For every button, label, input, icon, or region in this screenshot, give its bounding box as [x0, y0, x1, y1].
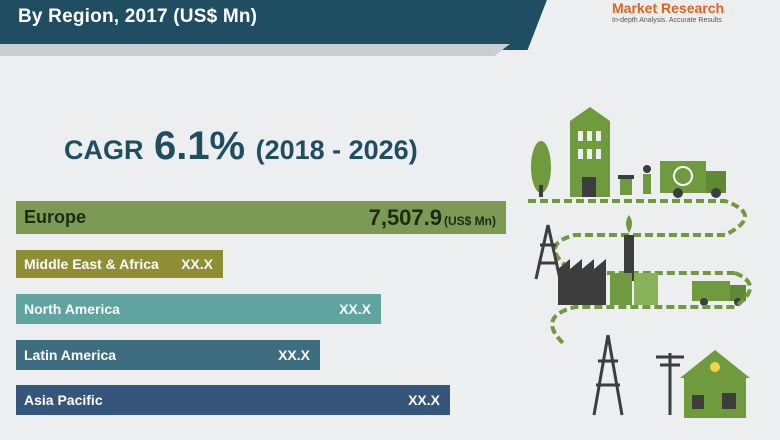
bar-value-label: XX.X [339, 301, 371, 317]
bar-value-unit: (US$ Mn) [444, 213, 496, 228]
recycle-bin-icon [618, 175, 634, 195]
bar-label: Europe [24, 207, 87, 227]
bar-label: Asia Pacific [24, 392, 103, 408]
building-icon [570, 107, 610, 197]
chart-subtitle: By Region, 2017 (US$ Mn) [18, 6, 258, 27]
road-curve-2 [550, 271, 752, 347]
brand-logo: Market Research In-depth Analysis. Accur… [612, 0, 724, 24]
factory-icon [558, 215, 658, 305]
bar-middle-east-africa: Middle East & Africa XX.X [16, 250, 223, 278]
bar-europe: Europe 7,507.9 (US$ Mn) [16, 201, 506, 234]
cagr-period: (2018 - 2026) [255, 135, 418, 165]
tank-truck-icon [692, 281, 746, 306]
brand-tagline: In-depth Analysis. Accurate Results [612, 17, 722, 24]
bar-latin-america: Latin America XX.X [16, 340, 320, 370]
transmission-tower-icon [592, 334, 624, 416]
power-tower-icon [534, 224, 562, 280]
green-city-illustration [528, 107, 752, 418]
utility-pole-icon [656, 353, 684, 415]
bar-north-america: North America XX.X [16, 294, 381, 324]
bar-label: Middle East & Africa [24, 256, 159, 272]
title-banner [0, 0, 550, 50]
bar-value-label: XX.X [408, 392, 440, 408]
house-icon [680, 350, 750, 418]
bar-label: Latin America [24, 347, 117, 363]
bar-asia-pacific: Asia Pacific XX.X [16, 385, 450, 415]
bar-value-label: XX.X [278, 347, 310, 363]
title-banner-shadow [0, 44, 510, 56]
cagr-value: 6.1% [153, 124, 246, 168]
person-icon [643, 165, 651, 194]
bar-label: North America [24, 301, 120, 317]
bar-value-label: 7,507.9 (US$ Mn) [368, 204, 496, 230]
cagr-label: CAGR [64, 135, 144, 165]
garbage-truck-icon [660, 161, 726, 198]
bar-value-label: XX.X [181, 256, 213, 272]
brand-name: Market Research [612, 0, 725, 16]
road-curve-1 [528, 199, 747, 275]
tree-icon [531, 141, 551, 197]
cagr-callout: CAGR 6.1% (2018 - 2026) [64, 124, 418, 169]
